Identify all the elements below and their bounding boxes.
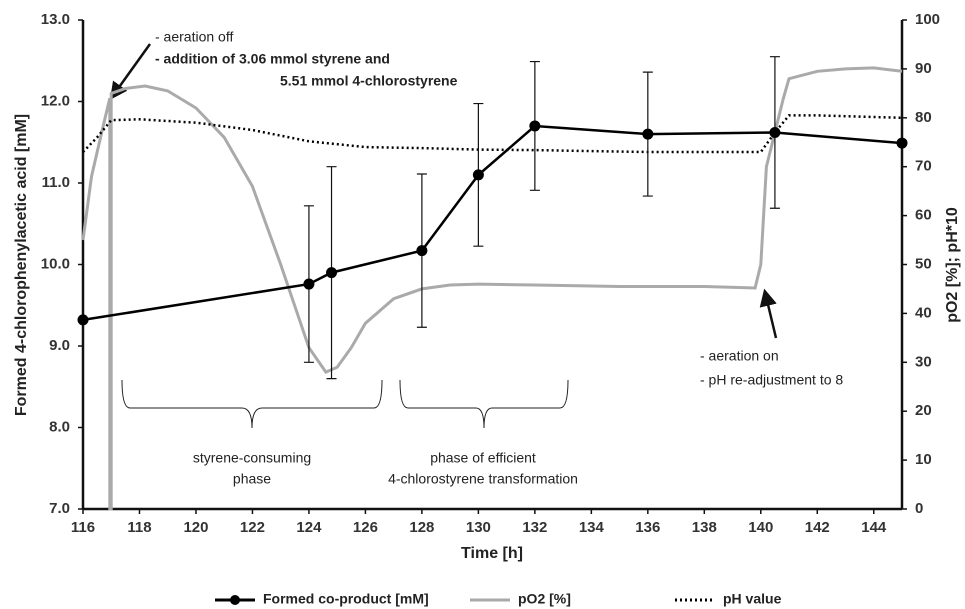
x-tick-label: 142 [805,519,830,536]
data-point [326,267,338,279]
arrow [109,43,152,100]
data-point [416,245,428,257]
annotation: 5.51 mmol 4-chlorostyrene [280,73,458,89]
data-point [642,128,654,140]
annotation: 4-chlorostyrene transformation [388,471,578,487]
x-tick-label: 134 [579,519,605,536]
x-tick-label: 120 [183,519,208,536]
y2-tick-label: 50 [915,255,932,272]
x-tick-label: 138 [692,519,717,536]
data-point [769,126,781,138]
y2-tick-label: 40 [915,304,932,321]
y2-tick-label: 100 [915,11,940,28]
annotation: - aeration on [700,348,779,364]
x-tick-label: 136 [635,519,660,536]
y-tick-label: 13.0 [41,11,70,28]
y2-tick-label: 20 [915,402,932,419]
legend-label: pH value [723,591,782,607]
annotation: phase of efficient [430,450,536,466]
y-tick-label: 7.0 [49,500,70,517]
y2-tick-label: 60 [915,207,932,224]
data-point [303,278,315,290]
y-axis-title: Formed 4-chlorophenylacetic acid [mM] [13,114,30,416]
y2-tick-label: 80 [915,109,932,126]
y2-tick-label: 90 [915,60,932,77]
annotation: - pH re-adjustment to 8 [700,372,843,388]
y2-tick-label: 30 [915,353,932,370]
data-point [896,137,908,149]
annotation: - aeration off [155,29,233,45]
x-axis-title: Time [h] [461,545,523,562]
annotation: styrene-consuming [193,450,311,466]
x-tick-label: 144 [861,519,887,536]
y-tick-label: 8.0 [49,418,70,435]
bracket [121,379,383,429]
y2-tick-label: 70 [915,158,932,175]
legend-label: Formed co-product [mM] [263,591,429,607]
x-tick-label: 130 [466,519,491,536]
y2-axis-title: pO2 [%]; pH*10 [944,207,961,323]
x-tick-label: 126 [353,519,378,536]
x-tick-label: 116 [71,519,95,536]
x-tick-label: 118 [127,519,151,536]
y-tick-label: 10.0 [41,255,70,272]
arrow [759,288,778,339]
annotation: phase [233,471,271,487]
legend-label: pO2 [%] [518,591,571,607]
series-line [81,66,903,511]
data-point [472,169,484,181]
x-tick-label: 132 [522,519,547,536]
data-point [77,314,89,326]
y-tick-label: 11.0 [42,174,70,191]
y-tick-label: 9.0 [49,337,70,354]
x-tick-label: 128 [409,519,434,536]
x-tick-label: 122 [240,519,265,536]
legend-marker [230,595,240,605]
y2-tick-label: 0 [915,500,923,517]
annotation: - addition of 3.06 mmol styrene and [155,51,390,67]
bracket [399,379,569,429]
y2-tick-label: 10 [915,451,932,468]
series-line [82,124,903,322]
y-tick-label: 12.0 [41,92,70,109]
x-tick-label: 124 [296,519,322,536]
x-tick-label: 140 [748,519,773,536]
data-point [529,120,541,132]
